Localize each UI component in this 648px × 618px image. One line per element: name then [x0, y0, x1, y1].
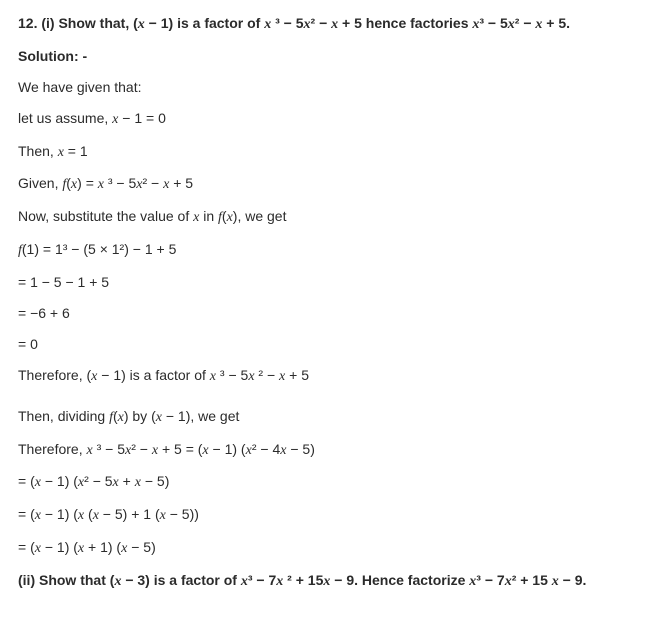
text: − 1) (	[209, 441, 246, 457]
text: ), we get	[233, 208, 287, 224]
equation-line: = (x − 1) (x + 1) (x − 5)	[18, 538, 630, 559]
solution-label: Solution: -	[18, 47, 630, 66]
text: + 5 hence factories	[338, 15, 472, 31]
text: ² + 15	[512, 572, 552, 588]
text: ³ − 5	[271, 15, 303, 31]
text: − 1) (	[41, 506, 78, 522]
document-page: 12. (i) Show that, (x − 1) is a factor o…	[0, 0, 648, 618]
text: + 5	[169, 175, 193, 191]
text: = (	[18, 539, 35, 555]
text: + 5.	[542, 15, 570, 31]
text: ² + 15	[283, 572, 323, 588]
var-x: x	[276, 574, 283, 589]
text: ² −	[515, 15, 536, 31]
text-line: Then, x = 1	[18, 142, 630, 163]
text: ² − 5	[84, 473, 112, 489]
text: let us assume,	[18, 110, 112, 126]
text: ³ − 5	[104, 175, 136, 191]
text: − 9. Hence factorize	[330, 572, 469, 588]
text: Given,	[18, 175, 62, 191]
text: ³ − 5	[216, 367, 248, 383]
text: = (	[18, 506, 35, 522]
question-12ii: (ii) Show that (x − 3) is a factor of x³…	[18, 571, 630, 592]
text-line: Given, f(x) = x ³ − 5x² − x + 5	[18, 174, 630, 195]
text: ) by (	[124, 408, 156, 424]
text: in	[199, 208, 218, 224]
text: ³ − 5	[479, 15, 507, 31]
text: − 5))	[166, 506, 199, 522]
text: + 5	[285, 367, 309, 383]
text: +	[119, 473, 135, 489]
text: − 1) (	[41, 539, 78, 555]
text: ² −	[131, 441, 152, 457]
text: − 1) (	[41, 473, 78, 489]
text: (	[84, 506, 93, 522]
text: − 1), we get	[162, 408, 239, 424]
text: Now, substitute the value of	[18, 208, 193, 224]
text: − 9.	[559, 572, 587, 588]
text: − 1 = 0	[118, 110, 165, 126]
text: ² −	[143, 175, 164, 191]
text: + 1) (	[84, 539, 121, 555]
text: − 1) is a factor of	[145, 15, 264, 31]
text-line: let us assume, x − 1 = 0	[18, 109, 630, 130]
spacer	[18, 399, 630, 407]
text: − 5)	[286, 441, 314, 457]
equation-line: = −6 + 6	[18, 304, 630, 323]
text: ³ − 5	[93, 441, 125, 457]
text-line: Now, substitute the value of x in f(x), …	[18, 207, 630, 228]
text: 12. (i) Show that, (	[18, 15, 138, 31]
text: = (	[18, 473, 35, 489]
text: ² −	[311, 15, 332, 31]
var-x: x	[114, 574, 121, 589]
text-line: We have given that:	[18, 78, 630, 97]
text: ) =	[77, 175, 98, 191]
text: Therefore, (	[18, 367, 91, 383]
text: − 3) is a factor of	[121, 572, 240, 588]
text: ² − 4	[252, 441, 280, 457]
equation-line: = 1 − 5 − 1 + 5	[18, 273, 630, 292]
var-x: x	[304, 17, 311, 32]
question-12i: 12. (i) Show that, (x − 1) is a factor o…	[18, 14, 630, 35]
equation-line: f(1) = 1³ − (5 × 1²) − 1 + 5	[18, 240, 630, 261]
var-x: x	[138, 17, 145, 32]
text: (ii) Show that (	[18, 572, 114, 588]
text: ² −	[255, 367, 280, 383]
text: ³ − 7	[248, 572, 276, 588]
text: + 5 = (	[158, 441, 202, 457]
equation-line: = (x − 1) (x (x − 5) + 1 (x − 5))	[18, 505, 630, 526]
text: − 5)	[141, 473, 169, 489]
var-x: x	[323, 574, 330, 589]
text: − 1) is a factor of	[97, 367, 209, 383]
text: Then, dividing	[18, 408, 109, 424]
text: − 5) + 1 (	[99, 506, 160, 522]
text: ³ − 7	[476, 572, 504, 588]
var-x: x	[508, 17, 515, 32]
var-x: x	[552, 574, 559, 589]
var-x: x	[505, 574, 512, 589]
var-x: x	[241, 574, 248, 589]
text-line: Then, dividing f(x) by (x − 1), we get	[18, 407, 630, 428]
text: Then,	[18, 143, 58, 159]
var-x: x	[469, 574, 476, 589]
text-line: Therefore, (x − 1) is a factor of x ³ − …	[18, 366, 630, 387]
text: (1) = 1³ − (5 × 1²) − 1 + 5	[22, 241, 176, 257]
equation-line: = 0	[18, 335, 630, 354]
text: Therefore,	[18, 441, 86, 457]
equation-line: Therefore, x ³ − 5x² − x + 5 = (x − 1) (…	[18, 440, 630, 461]
text: = 1	[64, 143, 88, 159]
text: − 5)	[127, 539, 155, 555]
equation-line: = (x − 1) (x² − 5x + x − 5)	[18, 472, 630, 493]
